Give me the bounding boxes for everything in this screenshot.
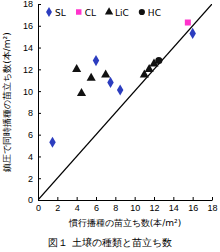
tick: 12 bbox=[149, 197, 159, 213]
legend-label: HC bbox=[148, 8, 161, 18]
point bbox=[87, 73, 96, 81]
y-axis: 0 2 4 6 8 10 12 14 16 18 bbox=[23, 0, 41, 205]
tick-label: 4 bbox=[75, 203, 80, 213]
tick-label: 2 bbox=[28, 174, 33, 184]
legend-marker bbox=[139, 9, 145, 15]
tick-label: 8 bbox=[28, 108, 33, 118]
point bbox=[155, 57, 162, 64]
tick-mark bbox=[38, 48, 41, 49]
tick: 16 bbox=[188, 197, 198, 213]
tick: 2 bbox=[55, 197, 60, 213]
axis-line bbox=[38, 5, 39, 201]
axis-line bbox=[39, 200, 213, 201]
legend-label: SL bbox=[55, 8, 66, 18]
x-axis-title: 慣行播種の苗立ち数(本/m²) bbox=[68, 218, 181, 228]
tick-label: 10 bbox=[130, 203, 140, 213]
tick-label: 14 bbox=[169, 203, 179, 213]
tick: 8 bbox=[113, 197, 118, 213]
tick-mark bbox=[38, 91, 41, 92]
tick: 6 bbox=[94, 197, 99, 213]
tick-label: 0 bbox=[36, 203, 41, 213]
legend-marker bbox=[46, 7, 52, 17]
tick: 16 bbox=[23, 21, 41, 31]
tick-label: 18 bbox=[207, 203, 217, 213]
tick: 18 bbox=[207, 197, 217, 213]
tick: 6 bbox=[28, 130, 41, 140]
tick-mark bbox=[135, 197, 136, 200]
point bbox=[185, 20, 191, 26]
legend-marker bbox=[105, 7, 113, 14]
plot: 0 2 4 6 8 10 12 14 16 18 0 2 4 6 8 10 12 14 16 18 SL CL LiC HC bbox=[23, 0, 218, 213]
point bbox=[72, 64, 81, 72]
point bbox=[189, 28, 195, 39]
tick-label: 18 bbox=[23, 0, 33, 9]
point bbox=[117, 84, 123, 95]
tick-label: 10 bbox=[23, 86, 33, 96]
tick-label: 16 bbox=[23, 21, 33, 31]
tick-mark bbox=[38, 26, 41, 27]
y-axis-title: 鎮圧で同時播種の苗立ち数(本/m²) bbox=[2, 32, 12, 171]
tick-mark bbox=[57, 197, 58, 200]
title: 図１ 土壌の種類と苗立ち数 bbox=[48, 237, 171, 248]
chart: 0 2 4 6 8 10 12 14 16 18 0 2 4 6 8 10 12 14 16 18 SL CL LiC HC 慣… bbox=[0, 0, 220, 252]
tick: 18 bbox=[23, 0, 41, 9]
tick: 12 bbox=[23, 65, 41, 75]
tick: 10 bbox=[130, 197, 140, 213]
tick-mark bbox=[77, 197, 78, 200]
point bbox=[93, 55, 99, 66]
tick-mark bbox=[38, 113, 41, 114]
point bbox=[107, 77, 113, 88]
tick-label: 4 bbox=[28, 152, 33, 162]
tick-mark bbox=[38, 178, 41, 179]
point bbox=[77, 88, 86, 96]
tick-mark bbox=[38, 200, 41, 201]
point bbox=[101, 70, 110, 78]
tick-label: 6 bbox=[28, 130, 33, 140]
marks bbox=[38, 4, 212, 200]
legend: SL CL LiC HC bbox=[46, 7, 161, 18]
reference-line bbox=[38, 4, 212, 200]
tick-label: 14 bbox=[23, 43, 33, 53]
tick: 0 bbox=[28, 195, 41, 205]
tick: 8 bbox=[28, 108, 41, 118]
tick-label: 8 bbox=[113, 203, 118, 213]
tick: 14 bbox=[23, 43, 41, 53]
legend-label: LiC bbox=[115, 8, 129, 18]
legend-label: CL bbox=[85, 8, 96, 18]
tick-mark bbox=[212, 197, 213, 200]
tick: 4 bbox=[28, 152, 41, 162]
tick: 2 bbox=[28, 174, 41, 184]
tick-mark bbox=[38, 135, 41, 136]
tick-label: 12 bbox=[23, 65, 33, 75]
tick-mark bbox=[38, 156, 41, 157]
point bbox=[49, 137, 55, 148]
tick-mark bbox=[173, 197, 174, 200]
tick-mark bbox=[96, 197, 97, 200]
tick-mark bbox=[38, 69, 41, 70]
legend-marker bbox=[76, 9, 81, 14]
tick-label: 12 bbox=[149, 203, 159, 213]
tick: 14 bbox=[169, 197, 179, 213]
tick-label: 2 bbox=[55, 203, 60, 213]
tick: 10 bbox=[23, 86, 41, 96]
x-axis: 0 2 4 6 8 10 12 14 16 18 bbox=[36, 197, 218, 213]
tick-label: 6 bbox=[94, 203, 99, 213]
tick-mark bbox=[115, 197, 116, 200]
tick-label: 16 bbox=[188, 203, 198, 213]
tick-mark bbox=[154, 197, 155, 200]
tick-mark bbox=[193, 197, 194, 200]
tick: 4 bbox=[75, 197, 80, 213]
tick-label: 0 bbox=[28, 195, 33, 205]
tick-mark bbox=[38, 4, 41, 5]
